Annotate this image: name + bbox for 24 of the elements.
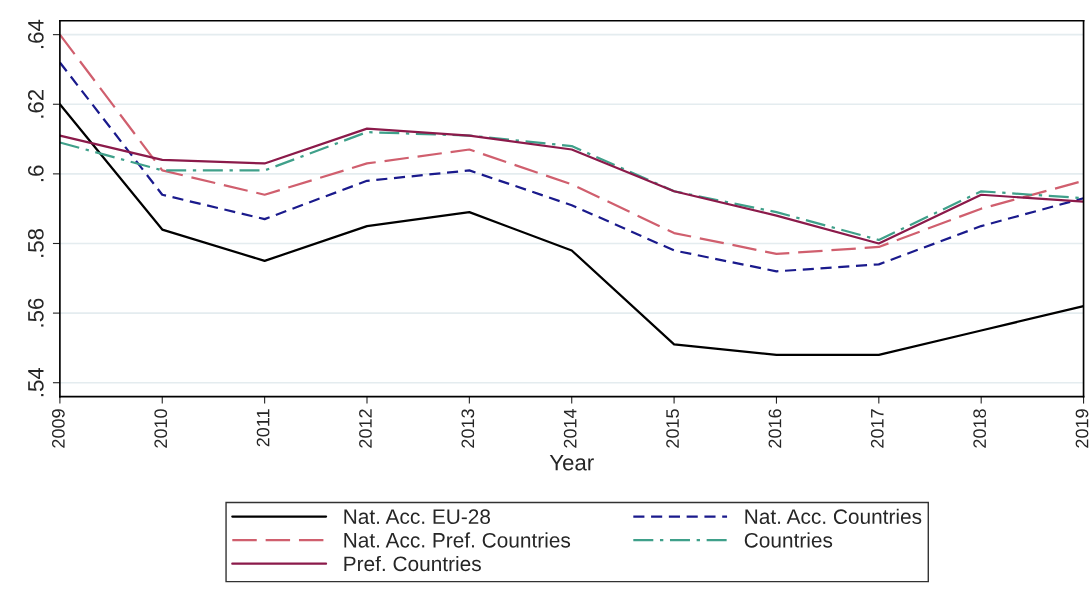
- x-tick-label: 2017: [870, 409, 884, 448]
- x-tick-label: 2013: [461, 409, 475, 448]
- x-tick-label: 2010: [154, 409, 168, 448]
- x-tick-label: 2009: [51, 409, 65, 448]
- legend-label: Nat. Acc. Countries: [745, 508, 922, 525]
- x-tick-label: 2015: [666, 409, 679, 448]
- line-series: [59, 61, 1084, 273]
- legend-label: Countries: [744, 532, 833, 548]
- y-tick-label: .56: [27, 298, 44, 327]
- y-tick-label: .64: [27, 19, 44, 49]
- y-tick-label: .58: [27, 229, 44, 257]
- x-tick-label: 2014: [563, 408, 577, 448]
- legend-label: Pref. Countries: [344, 555, 481, 572]
- x-tick-label: 2019: [1075, 409, 1089, 448]
- legend-label: Nat. Acc. Pref. Countries: [344, 532, 571, 548]
- x-axis-title: Year: [549, 454, 594, 471]
- x-tick-label: 2018: [973, 409, 987, 448]
- legend-label: Nat. Acc. EU-28: [344, 509, 491, 525]
- x-tick-label: 2016: [768, 409, 782, 448]
- y-tick-label: .6: [27, 165, 44, 182]
- y-tick-label: .62: [27, 89, 44, 118]
- y-tick-label: .54: [28, 367, 44, 397]
- x-tick-label: 2012: [359, 409, 372, 448]
- x-tick-label: 2011: [256, 409, 270, 447]
